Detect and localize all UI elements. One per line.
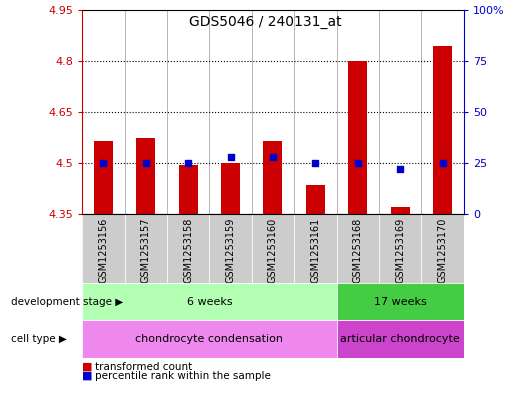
Text: GSM1253169: GSM1253169 — [395, 218, 405, 283]
Text: GSM1253170: GSM1253170 — [438, 218, 447, 283]
Bar — [337, 283, 464, 320]
Point — [99, 160, 108, 166]
Bar — [82, 214, 125, 283]
Bar — [179, 165, 198, 214]
Point — [142, 160, 150, 166]
Bar — [294, 214, 337, 283]
Bar — [136, 138, 155, 214]
Text: articular chondrocyte: articular chondrocyte — [340, 334, 460, 344]
Bar — [263, 141, 282, 214]
Text: cell type ▶: cell type ▶ — [11, 334, 66, 344]
Bar — [209, 214, 252, 283]
Text: 6 weeks: 6 weeks — [187, 297, 232, 307]
Bar — [167, 214, 209, 283]
Text: 17 weeks: 17 weeks — [374, 297, 427, 307]
Text: GSM1253161: GSM1253161 — [311, 218, 320, 283]
Text: ■: ■ — [82, 362, 93, 372]
Text: GSM1253158: GSM1253158 — [183, 218, 193, 283]
Text: GSM1253157: GSM1253157 — [141, 218, 151, 283]
Point — [354, 160, 362, 166]
Point — [226, 154, 235, 160]
Text: GSM1253156: GSM1253156 — [99, 218, 108, 283]
Bar — [379, 214, 421, 283]
Point — [269, 154, 277, 160]
Bar — [252, 214, 294, 283]
Text: ■: ■ — [82, 371, 93, 381]
Bar — [433, 46, 452, 214]
Bar — [125, 214, 167, 283]
Bar — [391, 208, 410, 214]
Bar — [337, 214, 379, 283]
Point — [184, 160, 192, 166]
Text: development stage ▶: development stage ▶ — [11, 297, 123, 307]
Bar — [82, 320, 337, 358]
Point — [311, 160, 320, 166]
Text: percentile rank within the sample: percentile rank within the sample — [95, 371, 271, 381]
Text: GSM1253160: GSM1253160 — [268, 218, 278, 283]
Bar — [82, 283, 337, 320]
Point — [396, 166, 404, 173]
Text: GDS5046 / 240131_at: GDS5046 / 240131_at — [189, 15, 341, 29]
Bar — [348, 61, 367, 214]
Text: GSM1253168: GSM1253168 — [353, 218, 363, 283]
Text: transformed count: transformed count — [95, 362, 192, 372]
Point — [438, 160, 447, 166]
Text: chondrocyte condensation: chondrocyte condensation — [135, 334, 284, 344]
Text: GSM1253159: GSM1253159 — [226, 218, 235, 283]
Bar — [94, 141, 113, 214]
Bar — [221, 163, 240, 214]
Bar — [306, 185, 325, 214]
Bar — [337, 320, 464, 358]
Bar — [421, 214, 464, 283]
